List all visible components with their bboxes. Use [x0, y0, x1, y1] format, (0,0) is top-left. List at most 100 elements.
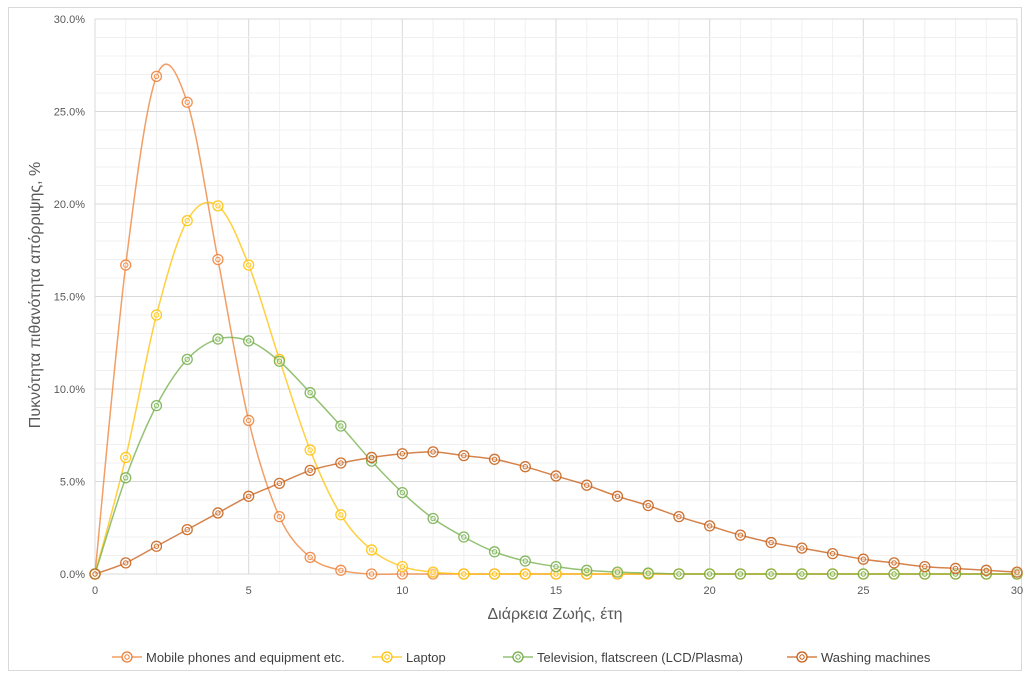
data-point-inner: [338, 423, 344, 429]
chart-area: [8, 7, 1022, 671]
data-point: [181, 96, 193, 108]
data-point-inner: [184, 217, 190, 224]
data-point-inner: [307, 554, 313, 561]
data-point: [796, 542, 808, 554]
data-point: [150, 399, 163, 412]
data-point: [673, 511, 685, 523]
data-point: [212, 253, 224, 266]
x-tick-label: 30: [1011, 585, 1023, 597]
x-tick-label: 20: [704, 585, 716, 597]
legend-label: Television, flatscreen (LCD/Plasma): [537, 650, 743, 665]
data-point: [365, 568, 378, 580]
data-point-inner: [952, 565, 959, 572]
data-point: [458, 568, 470, 580]
data-point-inner: [891, 571, 897, 577]
legend-label: Mobile phones and equipment etc.: [146, 650, 345, 665]
y-tick-label: 10.0%: [54, 384, 85, 396]
data-point-inner: [522, 571, 528, 577]
data-point-inner: [338, 567, 344, 573]
data-point: [888, 568, 900, 580]
data-point-inner: [706, 571, 713, 577]
legend-marker-inner: [799, 654, 805, 660]
y-axis-ticks: 0.0% 5.0% 10.0% 15.0% 20.0% 25.0% 30.0%: [54, 14, 85, 581]
data-point: [120, 557, 132, 569]
legend-marker-inner: [384, 654, 390, 660]
data-point: [642, 567, 654, 579]
data-point-inner: [338, 460, 344, 466]
data-point-inner: [430, 569, 436, 575]
data-point: [673, 568, 685, 580]
data-point: [550, 560, 562, 573]
data-point: [826, 548, 839, 560]
data-point: [243, 335, 255, 347]
series-3: [89, 333, 1023, 580]
data-point-inner: [983, 567, 989, 573]
data-point-inner: [245, 493, 252, 499]
x-tick-label: 0: [92, 585, 98, 597]
data-point-inner: [461, 571, 467, 577]
data-point: [888, 557, 900, 569]
data-point: [488, 568, 501, 580]
data-point-inner: [799, 545, 805, 551]
data-point-inner: [245, 338, 252, 344]
data-point-inner: [829, 571, 836, 577]
data-point-inner: [307, 390, 313, 396]
data-point-inner: [368, 547, 375, 553]
data-point: [396, 448, 408, 460]
data-point-inner: [307, 467, 313, 474]
legend-marker: [512, 651, 524, 663]
data-point: [488, 546, 501, 558]
data-point: [734, 568, 747, 580]
data-point-inner: [399, 489, 406, 496]
data-point-inner: [645, 570, 651, 576]
data-point: [611, 566, 624, 578]
data-point: [89, 568, 101, 580]
data-point: [335, 564, 347, 576]
data-point: [919, 560, 931, 573]
data-point-inner: [676, 513, 682, 520]
data-point-inner: [153, 543, 160, 549]
data-point-inner: [276, 480, 283, 487]
data-point-inner: [461, 534, 467, 540]
data-point-inner: [491, 456, 498, 462]
data-point: [365, 544, 378, 556]
data-point: [519, 461, 531, 473]
legend-marker: [381, 651, 393, 663]
y-tick-label: 5.0%: [60, 477, 85, 489]
data-point-inner: [153, 312, 160, 318]
data-point: [765, 568, 777, 580]
data-point: [826, 568, 839, 580]
data-point-inner: [215, 510, 221, 516]
data-point: [488, 453, 501, 465]
data-point-inner: [584, 567, 590, 573]
data-point-inner: [737, 571, 744, 577]
data-point-inner: [399, 451, 406, 457]
y-tick-label: 25.0%: [54, 107, 85, 119]
legend-marker-inner: [124, 654, 130, 660]
data-point-inner: [123, 475, 129, 481]
data-point-inner: [123, 560, 129, 566]
data-point-inner: [768, 539, 774, 546]
data-point-inner: [123, 262, 129, 268]
data-point-inner: [522, 464, 528, 470]
y-tick-label: 30.0%: [54, 14, 85, 26]
data-point-inner: [153, 402, 160, 409]
data-point-inner: [215, 203, 221, 209]
data-point: [212, 507, 224, 519]
data-point-inner: [860, 556, 867, 562]
data-point: [427, 446, 439, 458]
data-point-inner: [184, 356, 190, 363]
data-point-inner: [123, 454, 129, 461]
data-point-inner: [184, 99, 190, 105]
data-point: [365, 451, 378, 464]
data-point: [181, 353, 193, 366]
legend-label: Washing machines: [821, 650, 931, 665]
data-point-inner: [461, 452, 467, 459]
x-axis-ticks: 0 5 10 15 20 25 30: [92, 585, 1023, 597]
legend-marker: [796, 651, 808, 663]
x-tick-label: 5: [246, 585, 252, 597]
data-point-inner: [553, 473, 559, 479]
data-point-inner: [368, 454, 375, 461]
data-point: [150, 309, 163, 321]
